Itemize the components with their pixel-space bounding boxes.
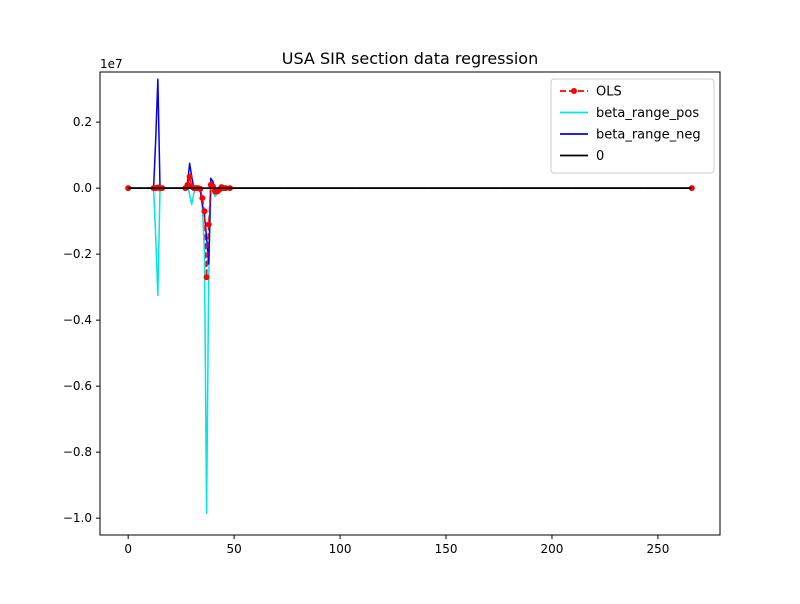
legend-marker [571,88,577,94]
y-tick-label: 0.2 [73,115,92,129]
y-tick-label: −0.6 [63,379,92,393]
y-tick-label: −1.0 [63,511,92,525]
x-tick-label: 100 [329,542,352,556]
y-tick-label: 0.0 [73,181,92,195]
legend-label: 0 [596,149,604,164]
x-tick-label: 50 [226,542,241,556]
data-point [201,208,208,215]
y-tick-label: −0.8 [63,445,92,459]
y-axis: 0.2 0.0 −0.2 −0.4 −0.6 −0.8 −1.0 [63,115,100,525]
legend: OLS beta_range_pos beta_range_neg 0 [550,78,715,174]
plot-frame [99,71,721,536]
x-tick-label: 0 [124,542,132,556]
x-tick-label: 200 [541,542,564,556]
series-layer [125,78,695,514]
legend-label: beta_range_pos [596,106,699,121]
y-scale-label: 1e7 [100,57,123,71]
series-line-ols [128,175,692,279]
y-tick-label: −0.4 [63,313,92,327]
chart-title: USA SIR section data regression [282,49,538,68]
legend-label: beta_range_neg [596,128,701,143]
x-tick-label: 250 [646,542,669,556]
x-axis: 0 50 100 150 200 250 [124,535,669,556]
data-point [203,274,210,281]
plot-area [125,78,695,514]
legend-label: OLS [596,85,622,100]
legend-box [550,78,715,174]
x-tick-label: 150 [435,542,458,556]
data-point [186,173,193,180]
y-tick-label: −0.2 [63,247,92,261]
data-point [205,221,212,228]
data-point [199,195,206,202]
